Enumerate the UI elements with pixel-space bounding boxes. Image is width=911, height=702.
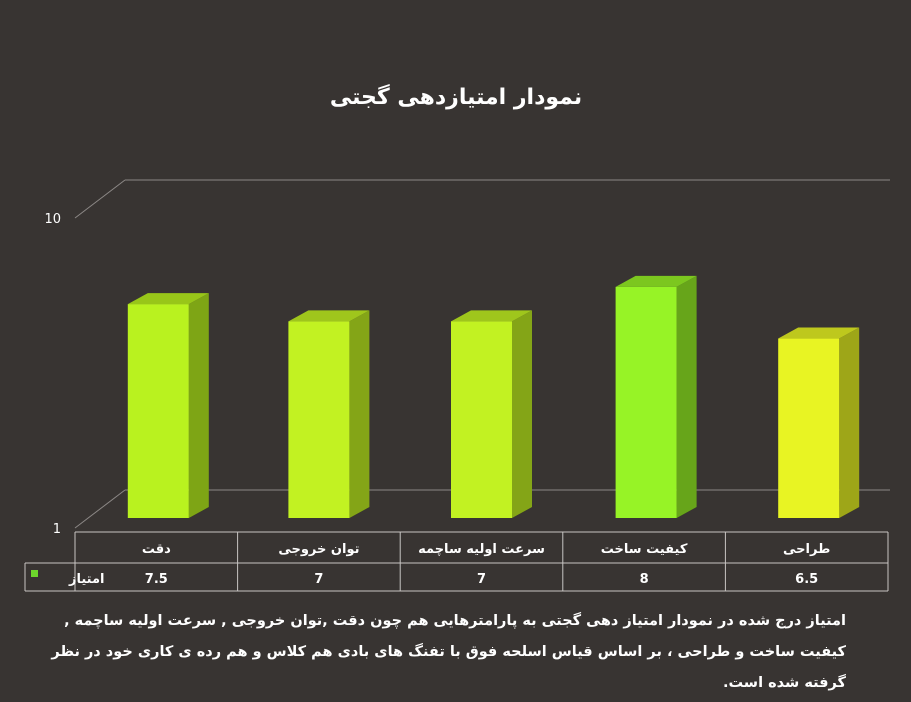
bar-front [615,286,677,518]
data-table: دقت 7.5 توان خروجی 7 سرعت اولیه ساچمه 7 کیفیت … [24,531,889,592]
bar-side [839,327,860,518]
bar-top [127,293,209,305]
bar-front [127,304,189,518]
chart-title: نمودار امتیازدهی گجتی [330,83,582,110]
data-label: 8 [640,572,649,587]
bar-front [288,321,350,518]
x-tick-label: طراحی [783,542,830,557]
x-tick-label: کیفیت ساخت [601,542,688,557]
bar [451,310,532,518]
chart-caption: امتیاز درج شده در نمودار امتیاز دهی گجتی… [51,613,846,691]
bars [127,275,860,518]
data-label: 6.5 [795,572,818,587]
data-label: 7 [477,572,486,587]
bar-side [676,275,697,518]
bar-top [615,275,697,287]
bar-side [188,293,209,518]
bar-front [778,338,840,518]
data-label: 7.5 [145,572,168,587]
legend-label: امتیاز [68,572,104,587]
data-label: 7 [314,572,323,587]
bar [778,327,860,518]
bar-top [288,310,370,322]
bar-side [512,310,532,518]
x-tick-label: سرعت اولیه ساچمه [418,542,545,557]
y-tick-label: 10 [44,212,61,227]
bar [615,275,697,518]
gridline-depth [74,179,126,219]
gridline-depth [74,489,126,529]
x-tick-label: توان خروجی [278,542,359,557]
x-tick-label: دقت [142,542,171,557]
y-axis: 1 10 [44,212,61,537]
y-tick-label: 1 [53,522,61,537]
bar-front [451,321,512,518]
bar-side [349,310,370,518]
bar-top [778,327,860,339]
bar [127,293,209,518]
bar-top [451,310,532,322]
bar [288,310,370,518]
legend-marker [31,570,38,577]
